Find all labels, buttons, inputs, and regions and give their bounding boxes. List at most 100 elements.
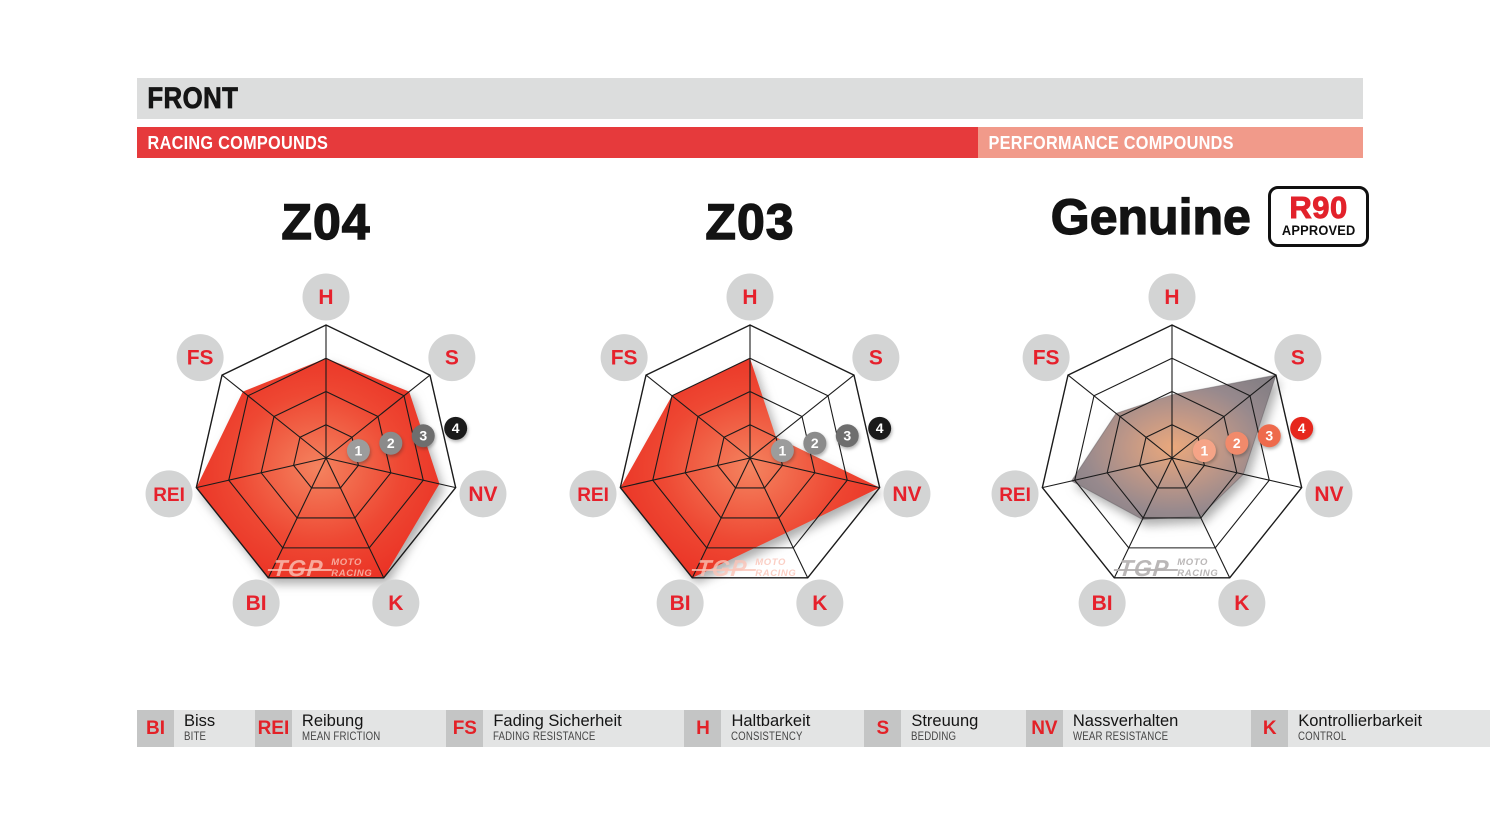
legend-item-h: H Haltbarkeit CONSISTENCY (684, 710, 865, 747)
legend-desc: Biss BITE (174, 710, 255, 747)
r90-approved-badge: R90 APPROVED (1267, 186, 1370, 248)
radar-grid (195, 324, 457, 579)
axis-circle-fs (600, 334, 648, 382)
axis-circle-fs (1022, 334, 1070, 382)
radar-chart-z04: 1 2 3 4 H S NV K BI REI FS TGP MOTO RACING (145, 258, 507, 658)
scale-markers: 1 2 3 4 (770, 416, 892, 463)
legend-abbr: H (684, 710, 722, 747)
chart-title-genuine: Genuine (1050, 188, 1251, 245)
axis-label-bi: BI (246, 592, 267, 615)
chart-title-z04: Z04 (281, 193, 371, 250)
axis-label-rei: REI (153, 485, 185, 506)
legend-desc: Reibung MEAN FRICTION (291, 710, 447, 747)
axis-labels: H S NV K BI REI FS (569, 273, 931, 627)
legend-term-de: Kontrollierbarkeit (1298, 712, 1423, 730)
chart-title-genuine-row: Genuine R90 APPROVED (1022, 186, 1398, 248)
legend-term-de: Reibung (301, 712, 364, 730)
legend-term-en: BEDDING (911, 730, 957, 743)
axis-label-s: S (445, 347, 459, 370)
axis-label-h: H (1164, 286, 1179, 309)
legend-item-k: K Kontrollierbarkeit CONTROL (1251, 710, 1490, 747)
compound-header-bar: RACING COMPOUNDS PERFORMANCE COMPOUNDS (137, 127, 1363, 158)
scale-marker-3 (411, 424, 435, 448)
radar-chart-z03: 1 2 3 4 H S NV K BI REI FS TGP MOTO RACING (569, 258, 931, 658)
axis-label-k: K (812, 592, 827, 615)
axis-circle-rei (145, 470, 193, 518)
performance-compounds-label: PERFORMANCE COMPOUNDS (988, 131, 1234, 153)
scale-marker-1 (1192, 439, 1216, 463)
page-title: FRONT (147, 81, 239, 115)
radar-grid (619, 324, 881, 579)
axis-circle-nv (1305, 470, 1353, 518)
axis-circle-k (372, 579, 420, 627)
legend-desc: Kontrollierbarkeit CONTROL (1288, 710, 1490, 747)
legend-abbr: REI (254, 710, 292, 747)
axis-circle-bi (656, 579, 704, 627)
legend-item-s: S Streuung BEDDING (864, 710, 1026, 747)
front-header-bar: FRONT (137, 78, 1363, 119)
axis-circle-k (1218, 579, 1266, 627)
axis-circle-h (726, 273, 774, 321)
axis-label-bi: BI (670, 592, 691, 615)
radar-svg: 1 2 3 4 H S NV K BI REI FS (145, 273, 507, 627)
scale-marker-2 (1225, 431, 1249, 455)
axis-label-rei: REI (999, 485, 1031, 506)
scale-marker-label: 3 (1265, 428, 1273, 444)
axis-label-fs: FS (187, 347, 214, 370)
axis-label-nv: NV (468, 483, 497, 506)
axis-circle-k (796, 579, 844, 627)
scale-marker-3 (1257, 424, 1281, 448)
scale-markers: 1 2 3 4 (1192, 416, 1314, 463)
radar-chart-genuine: 1 2 3 4 H S NV K BI REI FS TGP MOTO RACING (991, 258, 1353, 658)
legend-desc: Nassverhalten WEAR RESISTANCE (1062, 710, 1252, 747)
axis-label-k: K (1234, 592, 1249, 615)
scale-marker-4 (444, 416, 468, 440)
axis-label-bi: BI (1092, 592, 1113, 615)
scale-marker-label: 3 (419, 428, 427, 444)
radar-svg: 1 2 3 4 H S NV K BI REI FS (991, 273, 1353, 627)
axis-circle-s (852, 334, 900, 382)
axis-label-k: K (388, 592, 403, 615)
axis-circle-s (428, 334, 476, 382)
legend-term-en: BITE (184, 730, 207, 743)
approved-label: APPROVED (1281, 223, 1356, 238)
axis-labels: H S NV K BI REI FS (991, 273, 1353, 627)
radar-series-z03 (620, 358, 880, 578)
axis-circle-rei (991, 470, 1039, 518)
axis-label-nv: NV (892, 483, 921, 506)
scale-marker-label: 3 (843, 428, 851, 444)
axis-circle-fs (176, 334, 224, 382)
legend-item-bi: BI Biss BITE (137, 710, 255, 747)
legend-item-fs: FS Fading Sicherheit FADING RESISTANCE (446, 710, 685, 747)
scale-marker-3 (835, 424, 859, 448)
legend-desc: Streuung BEDDING (901, 710, 1026, 747)
scale-marker-4 (1290, 416, 1314, 440)
scale-marker-2 (803, 431, 827, 455)
axis-label-fs: FS (1033, 347, 1060, 370)
legend-abbr: S (864, 710, 902, 747)
axis-label-h: H (742, 286, 757, 309)
scale-marker-label: 2 (387, 435, 395, 451)
axis-label-s: S (1291, 347, 1305, 370)
legend-abbr: K (1251, 710, 1289, 747)
scale-marker-label: 1 (355, 442, 363, 458)
legend-term-de: Nassverhalten (1072, 712, 1179, 730)
radar-svg: 1 2 3 4 H S NV K BI REI FS (569, 273, 931, 627)
legend-bar: BI Biss BITE REI Reibung MEAN FRICTION FS Fadin… (137, 710, 1490, 747)
legend-abbr: BI (137, 710, 174, 747)
legend-abbr: FS (446, 710, 484, 747)
axis-circle-s (1274, 334, 1322, 382)
radar-grid (1041, 324, 1303, 579)
scale-marker-label: 4 (452, 420, 460, 436)
scale-marker-label: 4 (1298, 420, 1306, 436)
legend-term-en: CONSISTENCY (731, 730, 804, 743)
radar-series-z04 (196, 358, 440, 578)
scale-marker-label: 1 (779, 442, 787, 458)
legend-term-de: Fading Sicherheit (493, 712, 622, 730)
legend-term-en: WEAR RESISTANCE (1072, 730, 1169, 743)
axis-circle-bi (232, 579, 280, 627)
legend-term-de: Haltbarkeit (731, 712, 811, 730)
legend-term-de: Streuung (911, 712, 979, 730)
legend-term-en: FADING RESISTANCE (493, 730, 596, 743)
